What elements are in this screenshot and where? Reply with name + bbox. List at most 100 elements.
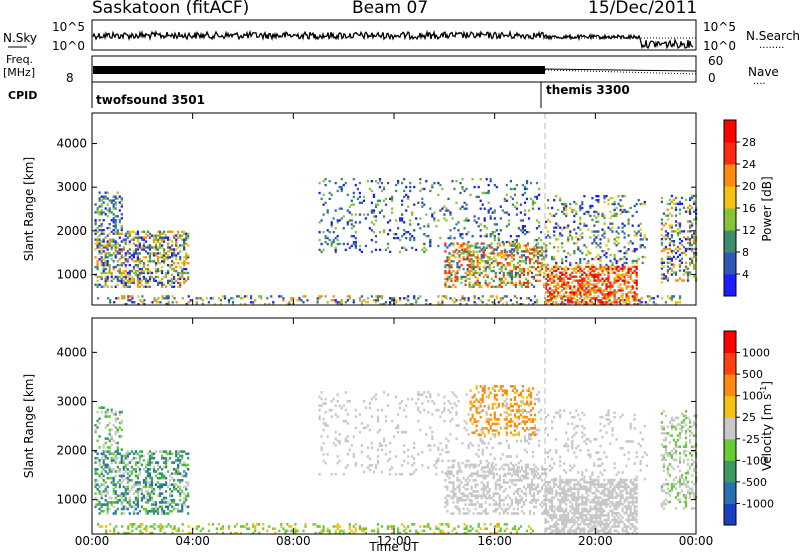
heatmap-cell: [684, 238, 688, 241]
heatmap-cell: [354, 527, 357, 531]
heatmap-cell: [662, 236, 665, 239]
heatmap-cell: [118, 201, 121, 204]
heatmap-cell: [641, 244, 644, 247]
heatmap-cell: [98, 463, 101, 467]
heatmap-cell: [502, 244, 505, 247]
heatmap-cell: [144, 277, 148, 281]
heatmap-cell: [366, 424, 369, 427]
heatmap-cell: [670, 259, 673, 262]
heatmap-cell: [458, 479, 461, 482]
heatmap-cell: [497, 238, 500, 242]
heatmap-cell: [181, 267, 184, 271]
heatmap-cell: [587, 228, 590, 231]
heatmap-cell: [134, 470, 137, 473]
heatmap-cell: [607, 265, 610, 269]
heatmap-cell: [496, 254, 499, 257]
heatmap-cell: [483, 191, 486, 195]
heatmap-cell: [617, 250, 620, 253]
heatmap-cell: [437, 181, 440, 185]
heatmap-cell: [122, 262, 125, 265]
heatmap-cell: [691, 206, 694, 209]
heatmap-cell: [177, 262, 180, 265]
heatmap-cell: [154, 275, 158, 279]
heatmap-cell: [609, 291, 612, 294]
heatmap-cell: [586, 297, 589, 300]
heatmap-cell: [579, 218, 582, 221]
heatmap-cell: [514, 498, 517, 502]
heatmap-cell: [395, 299, 398, 302]
heatmap-cell: [352, 301, 355, 304]
heatmap-cell: [480, 248, 483, 251]
heatmap-cell: [173, 234, 176, 237]
heatmap-cell: [376, 527, 380, 531]
heatmap-cell: [474, 242, 477, 245]
heatmap-cell: [126, 481, 129, 484]
heatmap-cell: [134, 250, 137, 253]
heatmap-cell: [674, 251, 678, 255]
heatmap-cell: [138, 285, 141, 288]
heatmap-cell: [118, 232, 121, 235]
heatmap-cell: [108, 501, 111, 504]
heatmap-cell: [450, 470, 453, 473]
heatmap-cell: [233, 525, 237, 528]
heatmap-cell: [456, 264, 459, 267]
heatmap-cell: [579, 216, 582, 219]
heatmap-cell: [358, 195, 361, 199]
heatmap-cell: [611, 222, 614, 225]
heatmap-cell: [517, 417, 520, 421]
heatmap-cell: [175, 242, 178, 245]
heatmap-cell: [175, 238, 178, 241]
heatmap-cell: [161, 485, 164, 489]
heatmap-cell: [571, 236, 574, 239]
heatmap-cell: [161, 474, 164, 478]
heatmap-cell: [591, 289, 594, 292]
heatmap-cell: [553, 267, 556, 271]
heatmap-cell: [660, 249, 663, 253]
heatmap-cell: [134, 236, 137, 239]
heatmap-cell: [389, 250, 392, 254]
heatmap-cell: [579, 257, 582, 261]
heatmap-cell: [533, 195, 537, 199]
heatmap-cell: [447, 439, 450, 443]
heatmap-cell: [158, 252, 162, 255]
heatmap-cell: [113, 301, 116, 304]
heatmap-cell: [561, 234, 564, 237]
heatmap-cell: [450, 264, 453, 267]
heatmap-cell: [674, 220, 678, 223]
heatmap-cell: [456, 472, 459, 476]
heatmap-cell: [466, 248, 469, 251]
heatmap-cell: [603, 265, 606, 269]
heatmap-cell: [112, 205, 115, 208]
heatmap-cell: [389, 450, 392, 454]
heatmap-cell: [555, 263, 558, 267]
heatmap-cell: [652, 297, 655, 300]
heatmap-cell: [154, 474, 158, 478]
heatmap-cell: [140, 246, 143, 249]
heatmap-cell: [138, 277, 141, 281]
heatmap-cell: [472, 265, 475, 269]
heatmap-cell: [437, 446, 440, 450]
heatmap-cell: [583, 289, 586, 292]
heatmap-cell: [444, 265, 447, 269]
heatmap-cell: [163, 461, 166, 464]
heatmap-cell: [231, 303, 235, 306]
heatmap-cell: [397, 413, 400, 416]
heatmap-cell: [171, 295, 174, 298]
heatmap-cell: [577, 226, 580, 229]
heatmap-cell: [497, 236, 500, 240]
heatmap-cell: [565, 291, 568, 294]
heatmap-cell: [615, 277, 618, 280]
heatmap-cell: [627, 269, 630, 273]
heatmap-cell: [376, 430, 380, 434]
heatmap-cell: [368, 406, 371, 410]
heatmap-cell: [481, 191, 484, 195]
heatmap-cell: [96, 265, 99, 269]
heatmap-cell: [121, 297, 124, 300]
heatmap-cell: [444, 277, 447, 281]
heatmap-cell: [518, 273, 521, 277]
heatmap-cell: [413, 446, 416, 450]
heatmap-cell: [318, 297, 321, 300]
heatmap-cell: [397, 424, 400, 427]
heatmap-cell: [106, 209, 109, 212]
heatmap-cell: [583, 244, 586, 247]
